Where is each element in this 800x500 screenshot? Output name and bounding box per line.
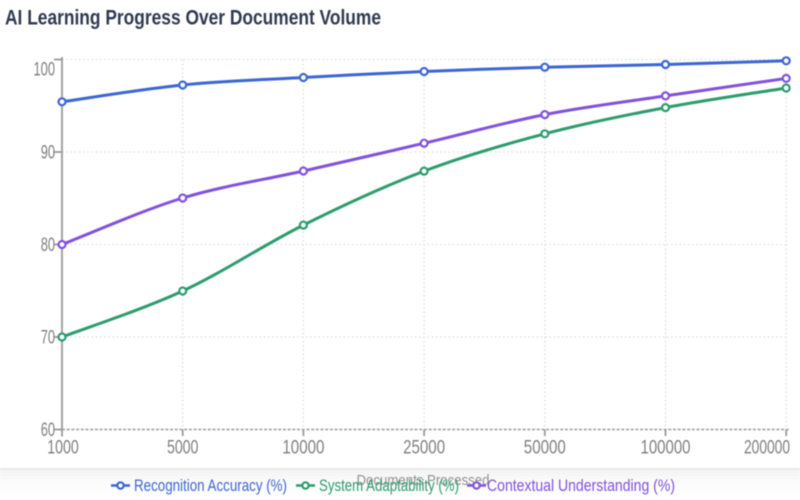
svg-text:60: 60 [41, 420, 55, 441]
svg-text:10000: 10000 [282, 438, 324, 459]
svg-text:100: 100 [34, 60, 56, 81]
svg-text:System Adaptability (%): System Adaptability (%) [319, 477, 459, 495]
svg-text:5000: 5000 [167, 438, 199, 459]
svg-text:200000: 200000 [744, 438, 790, 459]
svg-text:90: 90 [41, 143, 55, 164]
svg-text:Contextual Understanding (%): Contextual Understanding (%) [487, 477, 675, 495]
svg-text:50000: 50000 [524, 438, 566, 459]
svg-text:1000: 1000 [47, 438, 79, 459]
svg-text:AI Learning Progress Over Docu: AI Learning Progress Over Document Volum… [5, 7, 381, 30]
svg-text:100000: 100000 [641, 438, 691, 459]
svg-text:Recognition Accuracy (%): Recognition Accuracy (%) [134, 477, 287, 495]
svg-text:80: 80 [41, 235, 55, 256]
svg-text:Documents Processed: Documents Processed [357, 472, 490, 489]
svg-text:25000: 25000 [403, 438, 445, 459]
svg-text:70: 70 [41, 328, 55, 349]
